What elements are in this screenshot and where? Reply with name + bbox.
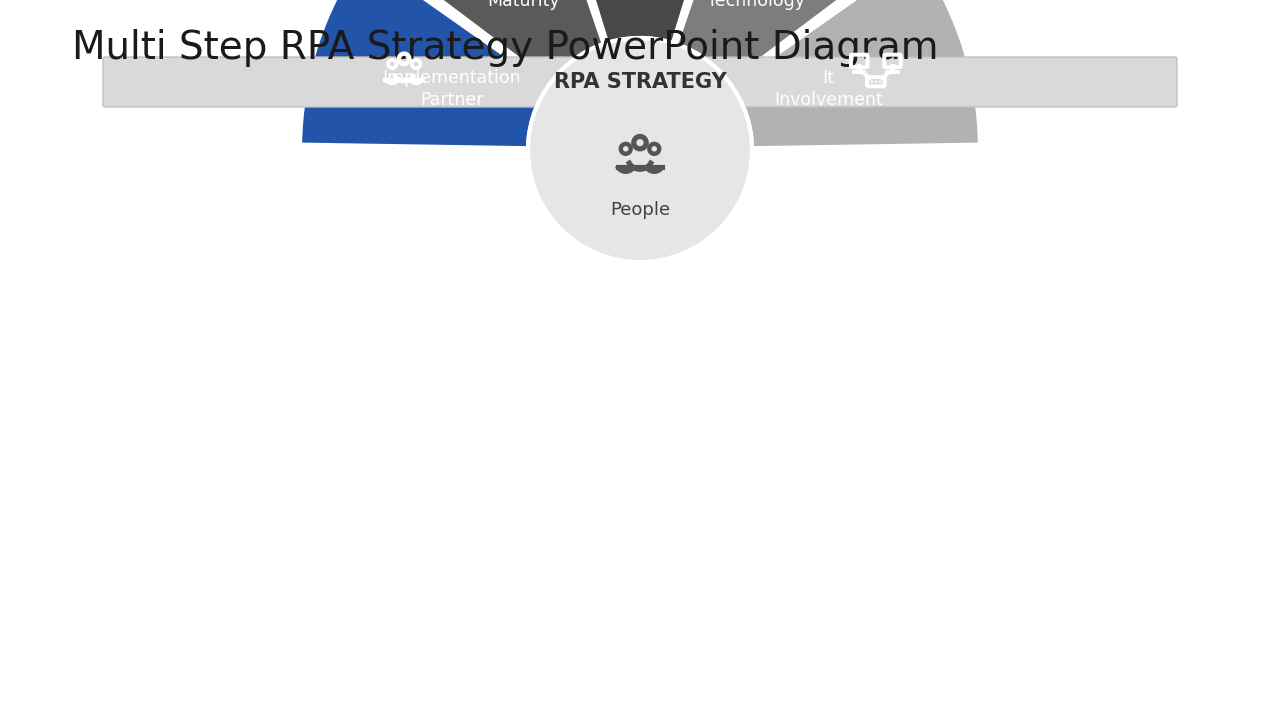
Circle shape — [529, 38, 753, 262]
Text: Implementation
Partner: Implementation Partner — [383, 68, 521, 109]
Text: It
Involvement: It Involvement — [774, 68, 883, 109]
Wedge shape — [369, 0, 604, 83]
Text: Multi Step RPA Strategy PowerPoint Diagram: Multi Step RPA Strategy PowerPoint Diagr… — [72, 29, 938, 67]
Circle shape — [870, 81, 873, 83]
Text: RPA
Technology: RPA Technology — [708, 0, 805, 10]
Text: RPA STRATEGY: RPA STRATEGY — [554, 72, 726, 92]
Text: Process
Maturity: Process Maturity — [488, 0, 559, 10]
Wedge shape — [676, 0, 911, 83]
FancyBboxPatch shape — [102, 57, 1178, 107]
Wedge shape — [540, 0, 740, 43]
Circle shape — [874, 81, 877, 83]
Text: People: People — [611, 201, 669, 219]
Wedge shape — [300, 0, 548, 148]
Circle shape — [879, 81, 882, 83]
Wedge shape — [732, 0, 980, 148]
